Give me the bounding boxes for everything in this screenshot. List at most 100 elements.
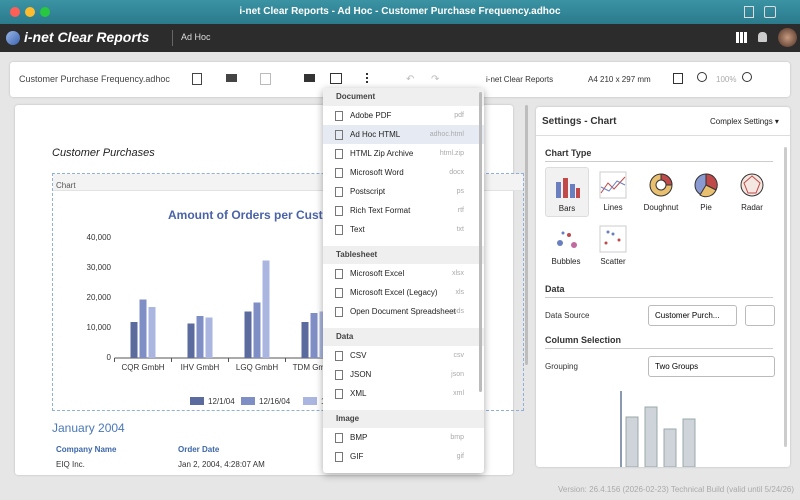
menu-item-label: XML [350,389,367,398]
table-cell: Jan 2, 2004, 4:28:07 AM [178,460,265,469]
print-button[interactable] [304,74,315,82]
menu-item-label: Microsoft Word [350,168,404,177]
scrollbar[interactable] [784,147,787,447]
menu-item[interactable]: Microsoft Excel (Legacy) xls [323,283,484,302]
menu-item-label: Postscript [350,187,386,196]
version-footer: Version: 26.4.156 (2026-02-23) Technical… [558,485,794,494]
menu-item-icon [335,288,343,298]
menu-item-icon [335,389,343,399]
chart-type-label: Bars [558,204,576,213]
chart-type-option[interactable]: Bars [545,167,589,217]
notifications-icon[interactable] [758,32,767,42]
group-title: January 2004 [52,421,125,435]
menu-item[interactable]: Adobe PDF pdf [323,106,484,125]
bar [262,260,270,358]
table-cell: EIQ Inc. [56,460,85,469]
page-format-select[interactable]: A4 210 x 297 mm [588,75,651,84]
zoom-out-button[interactable] [697,72,707,82]
field-label: Data Source [545,311,590,320]
menu-item-icon [335,370,343,380]
menu-item-extension: txt [456,226,464,233]
y-tick-label: 40,000 [87,233,112,242]
open-button[interactable] [226,74,237,82]
chart-type-label: Pie [700,203,712,212]
data-source-menu[interactable] [745,305,775,326]
menu-item-icon [335,433,343,443]
menu-item-extension: docx [449,169,464,176]
download-icon[interactable] [744,6,754,18]
bar [130,322,138,358]
chart-type-option[interactable]: Scatter [592,221,634,269]
window-icon[interactable] [764,6,776,18]
zoom-button[interactable] [40,7,50,17]
menu-item[interactable]: Open Document Spreadsheet ods [323,302,484,321]
bar [253,302,261,358]
section-heading: Column Selection [545,335,773,349]
chart-type-option[interactable]: Bubbles [545,221,587,269]
menu-item-icon [335,111,343,121]
menu-item[interactable]: XML xml [323,384,484,403]
menu-item[interactable]: CSV csv [323,346,484,365]
menu-item[interactable]: Text txt [323,220,484,239]
menu-item[interactable]: GIF gif [323,447,484,466]
menu-item[interactable]: HTML Zip Archive html.zip [323,144,484,163]
menu-item[interactable]: Rich Text Format rtf [323,201,484,220]
avatar[interactable] [778,28,797,47]
grouping-select[interactable]: Two Groups [648,356,775,377]
bar [148,307,156,358]
menu-item-label: Rich Text Format [350,206,411,215]
zoom-in-button[interactable] [742,72,752,82]
section-heading: Data [545,284,773,298]
chart-type-option[interactable]: Pie [685,167,727,215]
chart-title: Amount of Orders per Customer [168,208,352,222]
chart-type-icon [556,178,580,198]
apps-icon[interactable] [736,32,747,43]
x-tick-label: LGQ GmbH [236,363,278,372]
menu-item-label: BMP [350,433,368,442]
menu-item[interactable]: Microsoft Excel xlsx [323,264,484,283]
legend-swatch [241,397,255,405]
brand: i-net Clear Reports [24,29,150,45]
menu-item-extension: pdf [454,112,464,119]
menu-item-label: Adobe PDF [350,111,392,120]
menu-item-icon [335,225,343,235]
menu-item[interactable]: Microsoft Word docx [323,163,484,182]
save-button[interactable] [260,73,271,85]
export-button[interactable] [330,73,342,84]
chart-type-icon [694,173,718,198]
menu-section-header: Image [323,410,484,428]
legend-swatch [190,397,204,405]
splitter[interactable] [525,105,528,365]
new-button[interactable] [192,73,202,85]
chart-type-option[interactable]: Doughnut [640,167,682,215]
menu-item[interactable]: BMP bmp [323,428,484,447]
menu-item-label: Open Document Spreadsheet [350,307,456,316]
redo-button[interactable]: ↷ [431,74,440,85]
close-button[interactable] [10,7,20,17]
y-tick-label: 0 [107,353,112,362]
minimize-button[interactable] [25,7,35,17]
menu-item[interactable]: Ad Hoc HTML adhoc.html [323,125,484,144]
chart-type-option[interactable]: Radar [731,167,773,215]
data-source-select[interactable]: Customer Purch... [648,305,737,326]
engine-select[interactable]: i-net Clear Reports [486,75,554,84]
settings-panel: Settings - Chart Complex Settings ▾ Char… [536,107,790,467]
chart-type-icon [599,171,627,199]
menu-item-extension: bmp [450,434,464,441]
bar [310,313,318,358]
menu-item-label: Microsoft Excel (Legacy) [350,288,438,297]
layout-button[interactable] [673,73,683,84]
chart-type-option[interactable]: Lines [592,167,634,215]
settings-mode[interactable]: Complex Settings ▾ [710,117,779,126]
share-button[interactable] [366,73,376,83]
menu-item-extension: rtf [457,207,464,214]
module-name: Ad Hoc [181,32,211,42]
menu-item[interactable]: Postscript ps [323,182,484,201]
divider [536,135,790,136]
menu-item-icon [335,149,343,159]
select-value: Two Groups [655,362,699,371]
menu-scrollbar[interactable] [479,92,482,392]
undo-button[interactable]: ↶ [406,74,415,85]
menu-item[interactable]: JSON json [323,365,484,384]
